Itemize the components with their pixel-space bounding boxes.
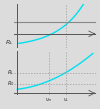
Text: $\nu_L$: $\nu_L$: [63, 96, 70, 104]
Text: $R_L$: $R_L$: [7, 68, 15, 77]
Text: $\nu_m$: $\nu_m$: [45, 96, 53, 104]
Text: $R_0$: $R_0$: [7, 80, 15, 89]
Text: $R_L$: $R_L$: [5, 38, 13, 47]
Text: $X_L$: $X_L$: [4, 0, 13, 1]
